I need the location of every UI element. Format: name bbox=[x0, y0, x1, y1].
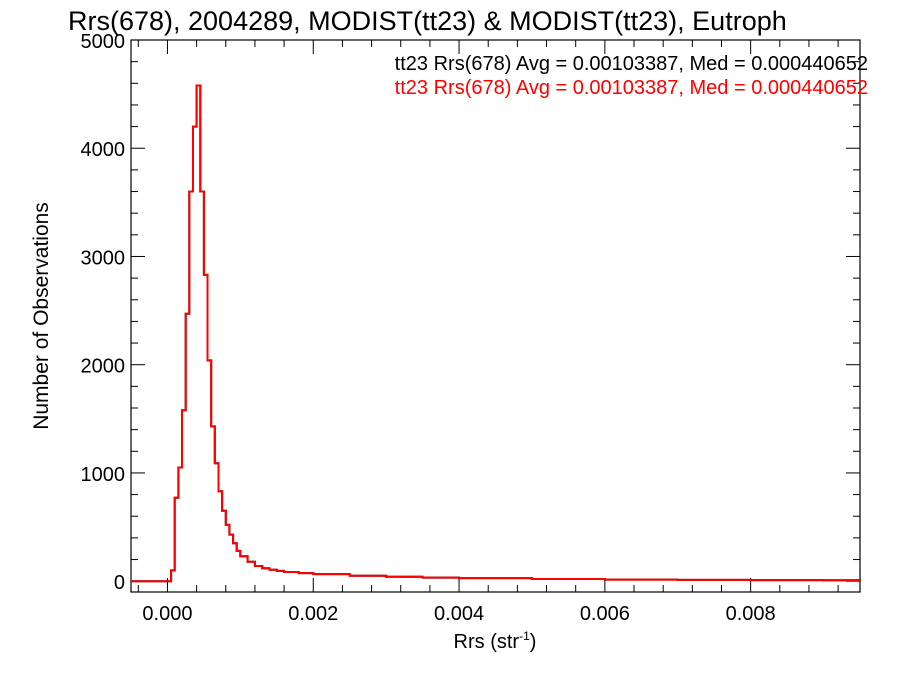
x-axis-label: Rrs (str-1) bbox=[454, 629, 537, 653]
y-axis-tick-labels: 0 1000 2000 3000 4000 5000 bbox=[81, 31, 126, 594]
plot-frame bbox=[130, 39, 861, 593]
annotation-tt23-stats-red: tt23 Rrs(678) Avg = 0.00103387, Med = 0.… bbox=[395, 77, 868, 99]
x-tick-label: 0.004 bbox=[434, 603, 484, 625]
y-tick-label: 2000 bbox=[81, 356, 126, 378]
y-tick-label: 3000 bbox=[81, 247, 126, 269]
series-tt23-line bbox=[131, 84, 861, 583]
y-tick-label: 0 bbox=[114, 572, 125, 594]
y-tick-label: 4000 bbox=[81, 139, 126, 161]
chart-title: Rrs(678), 2004289, MODIST(tt23) & MODIST… bbox=[68, 6, 787, 36]
annotation-tt23-stats: tt23 Rrs(678) Avg = 0.00103387, Med = 0.… bbox=[395, 53, 868, 75]
x-axis-tick-labels: 0.000 0.002 0.004 0.006 0.008 bbox=[142, 603, 775, 625]
y-tick-label: 1000 bbox=[81, 464, 126, 486]
x-tick-label: 0.008 bbox=[726, 603, 776, 625]
x-tick-label: 0.002 bbox=[288, 603, 338, 625]
y-axis-label: Number of Observations bbox=[30, 202, 53, 430]
y-axis-ticks bbox=[131, 39, 860, 582]
series-tt23-compare-line bbox=[131, 84, 861, 583]
x-axis-ticks bbox=[137, 40, 839, 592]
y-tick-label: 5000 bbox=[81, 31, 126, 53]
x-tick-label: 0.006 bbox=[580, 603, 630, 625]
x-tick-label: 0.000 bbox=[142, 603, 192, 625]
